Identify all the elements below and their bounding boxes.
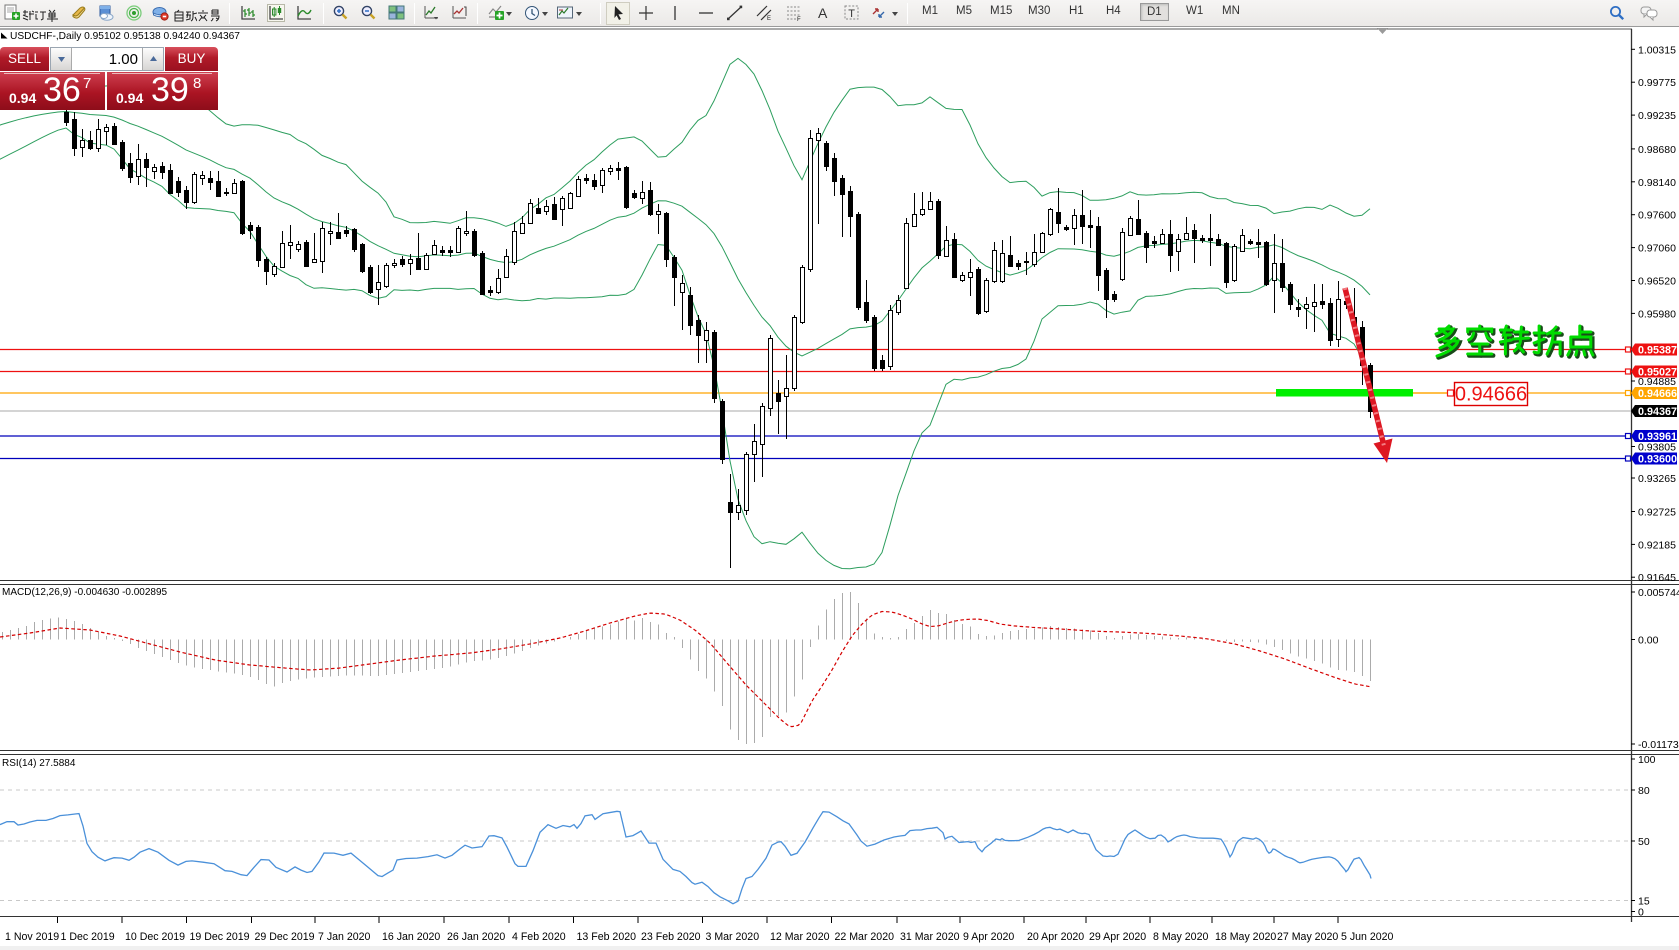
svg-text:0.93961: 0.93961 xyxy=(1638,431,1677,443)
svg-text:RSI(14) 27.5884: RSI(14) 27.5884 xyxy=(2,758,76,769)
svg-text:0.94666: 0.94666 xyxy=(1455,384,1527,406)
svg-text:3 Mar 2020: 3 Mar 2020 xyxy=(706,931,760,943)
svg-text:USDCHF-,Daily 0.95102 0.95138: USDCHF-,Daily 0.95102 0.95138 0.94240 0.… xyxy=(10,31,240,42)
svg-text:0.92185: 0.92185 xyxy=(1638,539,1676,551)
svg-text:4 Feb 2020: 4 Feb 2020 xyxy=(512,931,566,943)
svg-text:27 May 2020: 27 May 2020 xyxy=(1277,931,1338,943)
svg-text:MACD(12,26,9) -0.004630 -0.002: MACD(12,26,9) -0.004630 -0.002895 xyxy=(2,587,168,598)
svg-text:T: T xyxy=(848,8,855,20)
svg-text:19 Dec 2019: 19 Dec 2019 xyxy=(190,931,250,943)
svg-text:E: E xyxy=(767,16,771,22)
svg-text:0.93265: 0.93265 xyxy=(1638,473,1676,485)
svg-text:20 Apr 2020: 20 Apr 2020 xyxy=(1027,931,1084,943)
svg-text:1.00315: 1.00315 xyxy=(1638,44,1676,56)
svg-text:7 Jan 2020: 7 Jan 2020 xyxy=(318,931,371,943)
svg-text:0.005744: 0.005744 xyxy=(1638,587,1679,599)
svg-text:12 Mar 2020: 12 Mar 2020 xyxy=(770,931,830,943)
svg-text:100: 100 xyxy=(1638,754,1656,766)
svg-text:8 May 2020: 8 May 2020 xyxy=(1153,931,1208,943)
svg-text:0.99775: 0.99775 xyxy=(1638,77,1676,89)
svg-text:0.93600: 0.93600 xyxy=(1638,454,1677,466)
svg-text:5 Jun 2020: 5 Jun 2020 xyxy=(1341,931,1394,943)
svg-text:18 May 2020: 18 May 2020 xyxy=(1215,931,1276,943)
svg-text:1 Dec 2019: 1 Dec 2019 xyxy=(61,931,115,943)
svg-text:0.99235: 0.99235 xyxy=(1638,110,1676,122)
svg-text:A: A xyxy=(818,5,828,21)
svg-text:23 Feb 2020: 23 Feb 2020 xyxy=(641,931,701,943)
svg-text:0.94367: 0.94367 xyxy=(1638,406,1677,418)
svg-text:0.93805: 0.93805 xyxy=(1638,442,1676,454)
svg-text:0.94666: 0.94666 xyxy=(1638,388,1677,400)
svg-text:13 Feb 2020: 13 Feb 2020 xyxy=(577,931,637,943)
svg-text:50: 50 xyxy=(1638,836,1650,848)
svg-text:26 Jan 2020: 26 Jan 2020 xyxy=(447,931,505,943)
svg-text:0.92725: 0.92725 xyxy=(1638,507,1676,519)
svg-text:80: 80 xyxy=(1638,785,1650,797)
svg-text:0.98680: 0.98680 xyxy=(1638,144,1676,156)
svg-text:0: 0 xyxy=(1638,907,1644,919)
svg-text:31 Mar 2020: 31 Mar 2020 xyxy=(900,931,960,943)
svg-text:9 Apr 2020: 9 Apr 2020 xyxy=(963,931,1014,943)
svg-text:0.97600: 0.97600 xyxy=(1638,210,1676,222)
svg-text:F: F xyxy=(797,17,801,22)
svg-text:15: 15 xyxy=(1638,896,1650,908)
svg-text:0.00: 0.00 xyxy=(1638,635,1659,647)
svg-text:0.96520: 0.96520 xyxy=(1638,276,1676,288)
svg-text:0.94885: 0.94885 xyxy=(1638,376,1676,388)
svg-text:0.97060: 0.97060 xyxy=(1638,243,1676,255)
svg-text:0.91645: 0.91645 xyxy=(1638,572,1676,584)
svg-text:0.95980: 0.95980 xyxy=(1638,308,1676,320)
svg-text:29 Apr 2020: 29 Apr 2020 xyxy=(1089,931,1146,943)
svg-text:22 Mar 2020: 22 Mar 2020 xyxy=(835,931,895,943)
svg-text:0.95387: 0.95387 xyxy=(1638,345,1677,357)
svg-text:0.98140: 0.98140 xyxy=(1638,177,1676,189)
svg-text:0.95027: 0.95027 xyxy=(1638,367,1677,379)
svg-text:-0.011738: -0.011738 xyxy=(1638,739,1679,751)
svg-text:16 Jan 2020: 16 Jan 2020 xyxy=(382,931,440,943)
svg-text:29 Dec 2019: 29 Dec 2019 xyxy=(255,931,315,943)
svg-text:1 Nov 2019: 1 Nov 2019 xyxy=(5,931,59,943)
svg-text:10 Dec 2019: 10 Dec 2019 xyxy=(125,931,185,943)
